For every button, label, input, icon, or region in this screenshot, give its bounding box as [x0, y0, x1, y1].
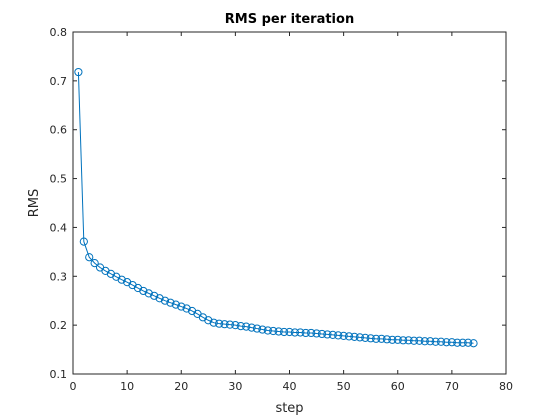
data-point [79, 237, 88, 246]
data-point [399, 336, 408, 345]
x-tick-label: 50 [337, 380, 351, 393]
series-line [77, 72, 474, 344]
data-point [372, 334, 381, 343]
data-point [339, 331, 348, 340]
x-tick-label: 10 [120, 380, 134, 393]
data-point [177, 302, 186, 311]
data-point [150, 291, 159, 300]
x-tick-label: 80 [499, 380, 513, 393]
x-tick-label: 60 [391, 380, 405, 393]
data-point [388, 335, 397, 344]
data-point [350, 332, 359, 341]
y-tick-label: 0.1 [50, 368, 68, 381]
data-point [90, 258, 99, 268]
data-point [144, 289, 153, 298]
data-point [285, 327, 294, 337]
data-point [453, 338, 462, 347]
data-point [328, 330, 337, 340]
data-point [415, 336, 424, 345]
chart-title: RMS per iteration [225, 12, 354, 27]
data-point [242, 322, 251, 331]
data-point [334, 331, 343, 340]
data-point [431, 337, 440, 346]
data-point [215, 319, 224, 328]
data-point [231, 321, 240, 330]
data-point [382, 335, 392, 344]
data-point [258, 325, 267, 334]
data-point [436, 337, 446, 346]
data-point [269, 326, 278, 336]
data-point [426, 337, 435, 346]
data-point [344, 332, 354, 341]
y-tick-label: 0.6 [50, 124, 68, 137]
x-tick-label: 30 [228, 380, 242, 393]
data-point [171, 300, 180, 309]
data-point [155, 294, 164, 303]
axes-box [72, 31, 507, 375]
data-point [447, 338, 456, 347]
data-point [317, 329, 327, 339]
data-point [182, 304, 191, 313]
data-point [464, 338, 473, 347]
data-point [225, 320, 235, 329]
data-point [301, 328, 310, 338]
y-tick-label: 0.2 [50, 319, 68, 332]
data-point [166, 298, 175, 307]
data-point [85, 253, 94, 262]
data-point [274, 327, 283, 336]
x-axis-label: step [275, 401, 303, 416]
tick-labels: 0 10 20 30 40 50 60 70 80 0.1 0.2 0.3 0.4 0.5 0.6 0.7 0.… [50, 26, 514, 393]
x-tick-label: 0 [70, 380, 77, 393]
data-point [236, 322, 245, 331]
data-point [393, 335, 402, 344]
data-point [279, 327, 289, 337]
y-tick-label: 0.3 [50, 270, 68, 283]
data-point [377, 334, 386, 343]
y-tick-label: 0.7 [50, 75, 68, 88]
data-point [361, 333, 370, 342]
data-point [323, 330, 332, 339]
data-point [117, 275, 126, 284]
data-point [404, 336, 413, 345]
data-point [312, 329, 321, 338]
data-point [247, 323, 256, 332]
x-tick-label: 70 [445, 380, 459, 393]
data-point [409, 336, 419, 345]
data-point [366, 334, 375, 343]
data-point [442, 338, 451, 347]
y-tick-label: 0.4 [50, 221, 68, 234]
x-tick-label: 20 [174, 380, 188, 393]
data-point [469, 339, 478, 348]
data-point [252, 324, 262, 333]
data-point [420, 337, 429, 346]
data-point [307, 328, 316, 338]
data-point [458, 338, 467, 347]
data-point [290, 328, 300, 337]
series-markers [74, 67, 478, 348]
data-point [355, 333, 364, 342]
y-tick-label: 0.8 [50, 26, 68, 39]
plot-area [73, 32, 506, 374]
x-tick-label: 40 [283, 380, 297, 393]
data-point [160, 296, 170, 305]
data-point [74, 67, 83, 77]
data-point [209, 318, 218, 327]
data-point [263, 326, 272, 335]
data-point [296, 328, 305, 337]
data-point [220, 320, 229, 329]
data-point [139, 286, 148, 296]
y-tick-label: 0.5 [50, 173, 68, 186]
y-axis-label: RMS [27, 189, 42, 218]
data-point [204, 316, 213, 325]
